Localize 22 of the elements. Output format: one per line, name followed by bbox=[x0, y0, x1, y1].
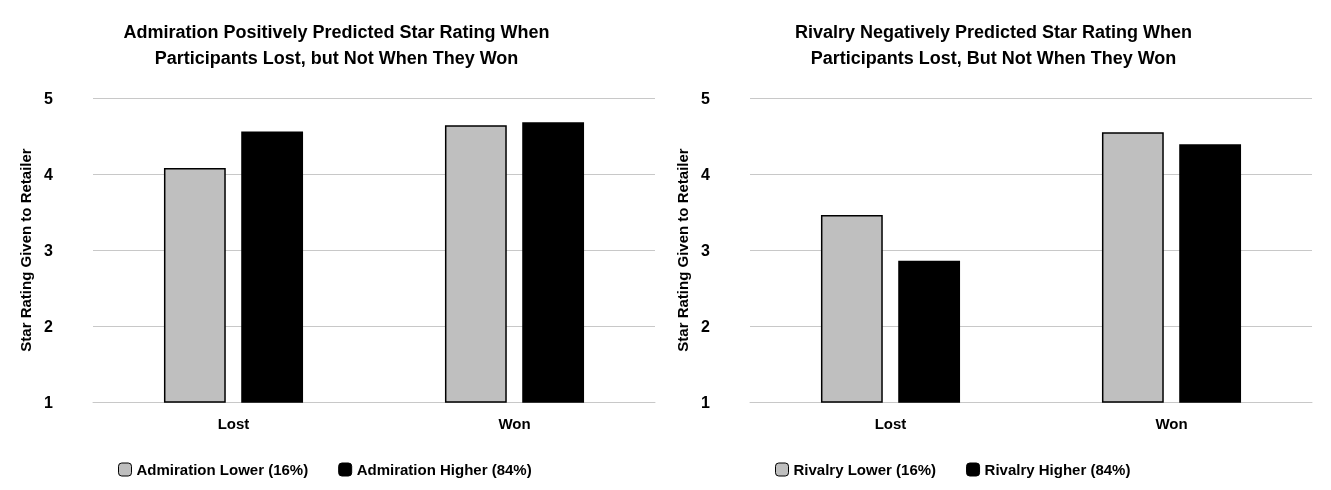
y-tick-label: 3 bbox=[701, 241, 711, 259]
legend-label: Admiration Higher (84%) bbox=[356, 461, 532, 478]
y-tick-label: 1 bbox=[44, 393, 54, 411]
y-tick-label: 5 bbox=[701, 89, 711, 107]
y-tick-label: 4 bbox=[44, 165, 54, 183]
legend-label: Admiration Lower (16%) bbox=[136, 461, 309, 478]
x-tick-label: Lost bbox=[217, 415, 250, 432]
y-tick-label: 5 bbox=[44, 89, 54, 107]
legend-label: Rivalry Higher (84%) bbox=[984, 461, 1131, 478]
x-tick-label: Lost bbox=[874, 415, 907, 432]
x-tick-label: Won bbox=[498, 415, 531, 432]
legend-label: Rivalry Lower (16%) bbox=[793, 461, 937, 478]
chart-title: Admiration Positively Predicted Star Rating When Participants Lost, but Not When They Won bbox=[123, 22, 550, 68]
y-tick-label: 1 bbox=[701, 393, 711, 411]
y-tick-label: 3 bbox=[44, 241, 54, 259]
y-tick-label: 4 bbox=[701, 165, 711, 183]
chart-title: Rivalry Negatively Predicted Star Rating When Participants Lost, But Not When They Won bbox=[794, 22, 1193, 68]
y-tick-label: 2 bbox=[44, 317, 54, 335]
y-axis-title: Star Rating Given to Retailer bbox=[674, 148, 692, 352]
y-axis-title: Star Rating Given to Retailer bbox=[17, 148, 35, 352]
y-tick-label: 2 bbox=[701, 317, 711, 335]
x-tick-label: Won bbox=[1155, 415, 1188, 432]
